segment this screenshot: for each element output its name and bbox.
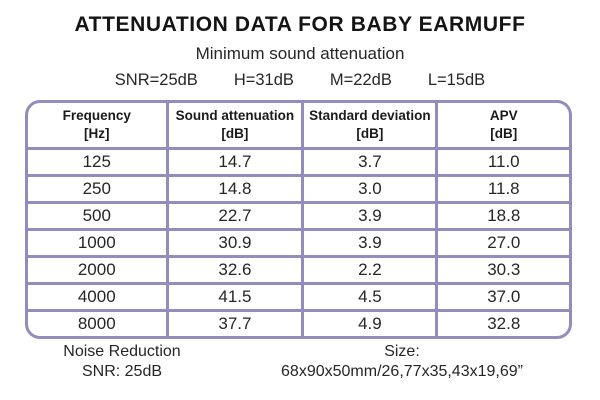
table-cell: 37.7 xyxy=(165,308,303,336)
table-row: 250 14.8 3.0 11.8 xyxy=(28,173,569,203)
summary-values-row: SNR=25dB H=31dB M=22dB L=15dB xyxy=(0,71,600,90)
table-cell: 14.8 xyxy=(165,173,303,203)
page-title: ATTENUATION DATA FOR BABY EARMUFF xyxy=(74,13,526,36)
summary-value: L=15dB xyxy=(427,71,486,89)
summary-value: SNR=25dB xyxy=(114,71,198,89)
table-cell: 500 xyxy=(28,200,168,230)
table-cell: 125 xyxy=(28,146,168,176)
table-cell: 37.0 xyxy=(435,281,569,311)
table-row: 1000 30.9 3.9 27.0 xyxy=(28,227,569,257)
column-header-apv: APV [dB] xyxy=(435,103,569,149)
table-cell: 32.8 xyxy=(435,308,569,336)
table-cell: 18.8 xyxy=(435,200,569,230)
noise-reduction-note: Noise Reduction SNR: 25dB xyxy=(38,342,206,381)
column-label: Standard deviation xyxy=(309,108,431,123)
column-unit: [Hz] xyxy=(84,125,110,141)
table-cell: 8000 xyxy=(28,308,168,336)
table-cell: 30.9 xyxy=(165,227,303,257)
subtitle: Minimum sound attenuation xyxy=(195,44,405,63)
column-label: APV xyxy=(489,108,518,123)
table-cell: 3.9 xyxy=(301,227,437,257)
attenuation-table-body: 125 14.7 3.7 11.0 250 14.8 3.0 11.8 500 22.7 3.9 18… xyxy=(28,146,569,336)
column-unit: [dB] xyxy=(221,125,249,141)
table-row: 4000 41.5 4.5 37.0 xyxy=(28,281,569,311)
table-row: 125 14.7 3.7 11.0 xyxy=(28,146,569,176)
snr-value: SNR: 25dB xyxy=(81,362,163,380)
table-cell: 2.2 xyxy=(301,254,437,284)
table-row: 8000 37.7 4.9 32.8 xyxy=(28,308,569,336)
noise-reduction-label: Noise Reduction xyxy=(63,343,181,360)
column-header-standard-deviation: Standard deviation [dB] xyxy=(301,103,437,149)
table-header-row: Frequency [Hz] Sound attenuation [dB] St… xyxy=(28,103,569,149)
table-cell: 4.9 xyxy=(301,308,437,336)
table-cell: 4000 xyxy=(28,281,168,311)
column-label: Sound attenuation xyxy=(175,108,295,123)
summary-value: M=22dB xyxy=(329,71,392,89)
table-cell: 30.3 xyxy=(435,254,569,284)
size-label: Size: xyxy=(384,343,420,360)
table-cell: 11.8 xyxy=(435,173,569,203)
table-cell: 11.0 xyxy=(435,146,569,176)
table-cell: 14.7 xyxy=(165,146,303,176)
column-unit: [dB] xyxy=(490,125,518,141)
column-header-sound-attenuation: Sound attenuation [dB] xyxy=(165,103,303,149)
table-cell: 4.5 xyxy=(301,281,437,311)
table-cell: 27.0 xyxy=(435,227,569,257)
summary-value: H=31dB xyxy=(233,71,294,89)
column-label: Frequency xyxy=(62,108,131,123)
table-cell: 41.5 xyxy=(165,281,303,311)
table-cell: 3.9 xyxy=(301,200,437,230)
table-cell: 2000 xyxy=(28,254,168,284)
table-row: 2000 32.6 2.2 30.3 xyxy=(28,254,569,284)
size-note: Size: 68x90x50mm/26,77x35,43x19,69” xyxy=(228,342,576,381)
table-cell: 3.0 xyxy=(301,173,437,203)
table-cell: 32.6 xyxy=(165,254,303,284)
size-value: 68x90x50mm/26,77x35,43x19,69” xyxy=(281,362,523,380)
attenuation-data-grid: Frequency [Hz] Sound attenuation [dB] St… xyxy=(28,103,569,336)
table-cell: 22.7 xyxy=(165,200,303,230)
table-cell: 250 xyxy=(28,173,168,203)
table-row: 500 22.7 3.9 18.8 xyxy=(28,200,569,230)
column-header-frequency: Frequency [Hz] xyxy=(28,103,167,148)
attenuation-table: Frequency [Hz] Sound attenuation [dB] St… xyxy=(25,100,572,339)
column-unit: [dB] xyxy=(356,125,384,141)
table-cell: 3.7 xyxy=(301,146,437,176)
table-cell: 1000 xyxy=(28,227,168,257)
